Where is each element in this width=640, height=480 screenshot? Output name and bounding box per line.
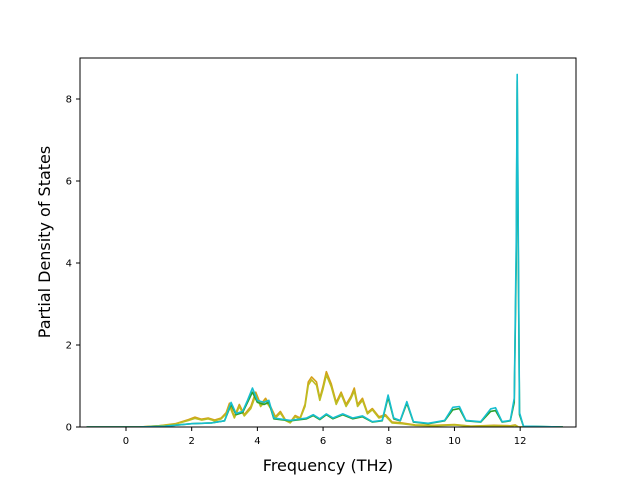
x-tick-label: 12 — [514, 436, 527, 447]
x-tick-label: 10 — [448, 436, 461, 447]
x-tick-label: 8 — [386, 436, 392, 447]
y-axis-label: Partial Density of States — [35, 146, 54, 338]
y-tick-label: 4 — [66, 259, 72, 270]
y-axis: 0 2 4 6 8 — [66, 95, 80, 434]
plot-frame — [79, 57, 577, 428]
y-tick-label: 6 — [66, 177, 72, 188]
y-tick-label: 0 — [66, 423, 72, 434]
x-tick-label: 2 — [188, 436, 194, 447]
x-axis: 0 2 4 6 8 10 12 — [123, 427, 527, 447]
series-line-4 — [86, 73, 563, 427]
x-tick-label: 4 — [254, 436, 260, 447]
x-tick-label: 0 — [123, 436, 129, 447]
x-axis-label: Frequency (THz) — [263, 456, 393, 475]
y-tick-label: 2 — [66, 341, 72, 352]
series-layer — [86, 73, 563, 427]
series-line-3 — [86, 79, 563, 427]
series-line-2 — [86, 374, 563, 427]
y-tick-label: 8 — [66, 95, 72, 106]
x-tick-label: 6 — [320, 436, 326, 447]
